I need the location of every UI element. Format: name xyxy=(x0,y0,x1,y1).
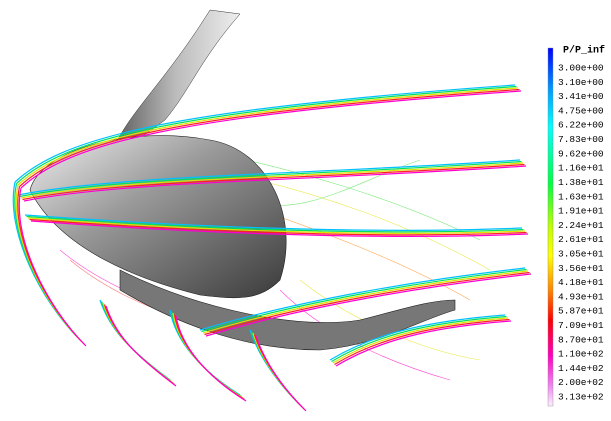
legend-label: 2.61e+01 xyxy=(558,234,604,245)
legend-label: 3.13e+02 xyxy=(558,392,604,403)
legend-label: 3.41e+00 xyxy=(558,91,604,102)
legend-label: 4.93e+01 xyxy=(558,291,604,302)
legend-label: 3.10e+00 xyxy=(558,77,604,88)
legend-labels: 3.00e+00 3.10e+00 3.41e+00 4.75e+00 6.22e+00… xyxy=(558,63,604,403)
legend-label: 1.38e+01 xyxy=(558,177,604,188)
legend-label: 7.09e+01 xyxy=(558,320,604,331)
legend-label: 4.75e+00 xyxy=(558,105,604,116)
legend-title: P/P_inf xyxy=(563,45,605,57)
vehicle-body xyxy=(29,135,287,299)
legend-label: 4.18e+01 xyxy=(558,277,604,288)
legend-label: 8.70e+01 xyxy=(558,334,604,345)
legend-label: 7.83e+00 xyxy=(558,134,604,145)
legend-label: 2.00e+02 xyxy=(558,377,604,388)
legend-label: 1.16e+01 xyxy=(558,163,604,174)
legend-label: 3.05e+01 xyxy=(558,248,604,259)
colorbar xyxy=(547,47,554,407)
legend-label: 2.24e+01 xyxy=(558,220,604,231)
legend-label: 1.44e+02 xyxy=(558,363,604,374)
legend-label: 9.62e+00 xyxy=(558,148,604,159)
legend-label: 3.00e+00 xyxy=(558,63,604,74)
legend-label: 1.10e+02 xyxy=(558,349,604,360)
legend-label: 1.63e+01 xyxy=(558,191,604,202)
legend-label: 6.22e+00 xyxy=(558,120,604,131)
legend-label: 5.87e+01 xyxy=(558,306,604,317)
legend-label: 3.56e+01 xyxy=(558,263,604,274)
legend-label: 1.91e+01 xyxy=(558,206,604,217)
